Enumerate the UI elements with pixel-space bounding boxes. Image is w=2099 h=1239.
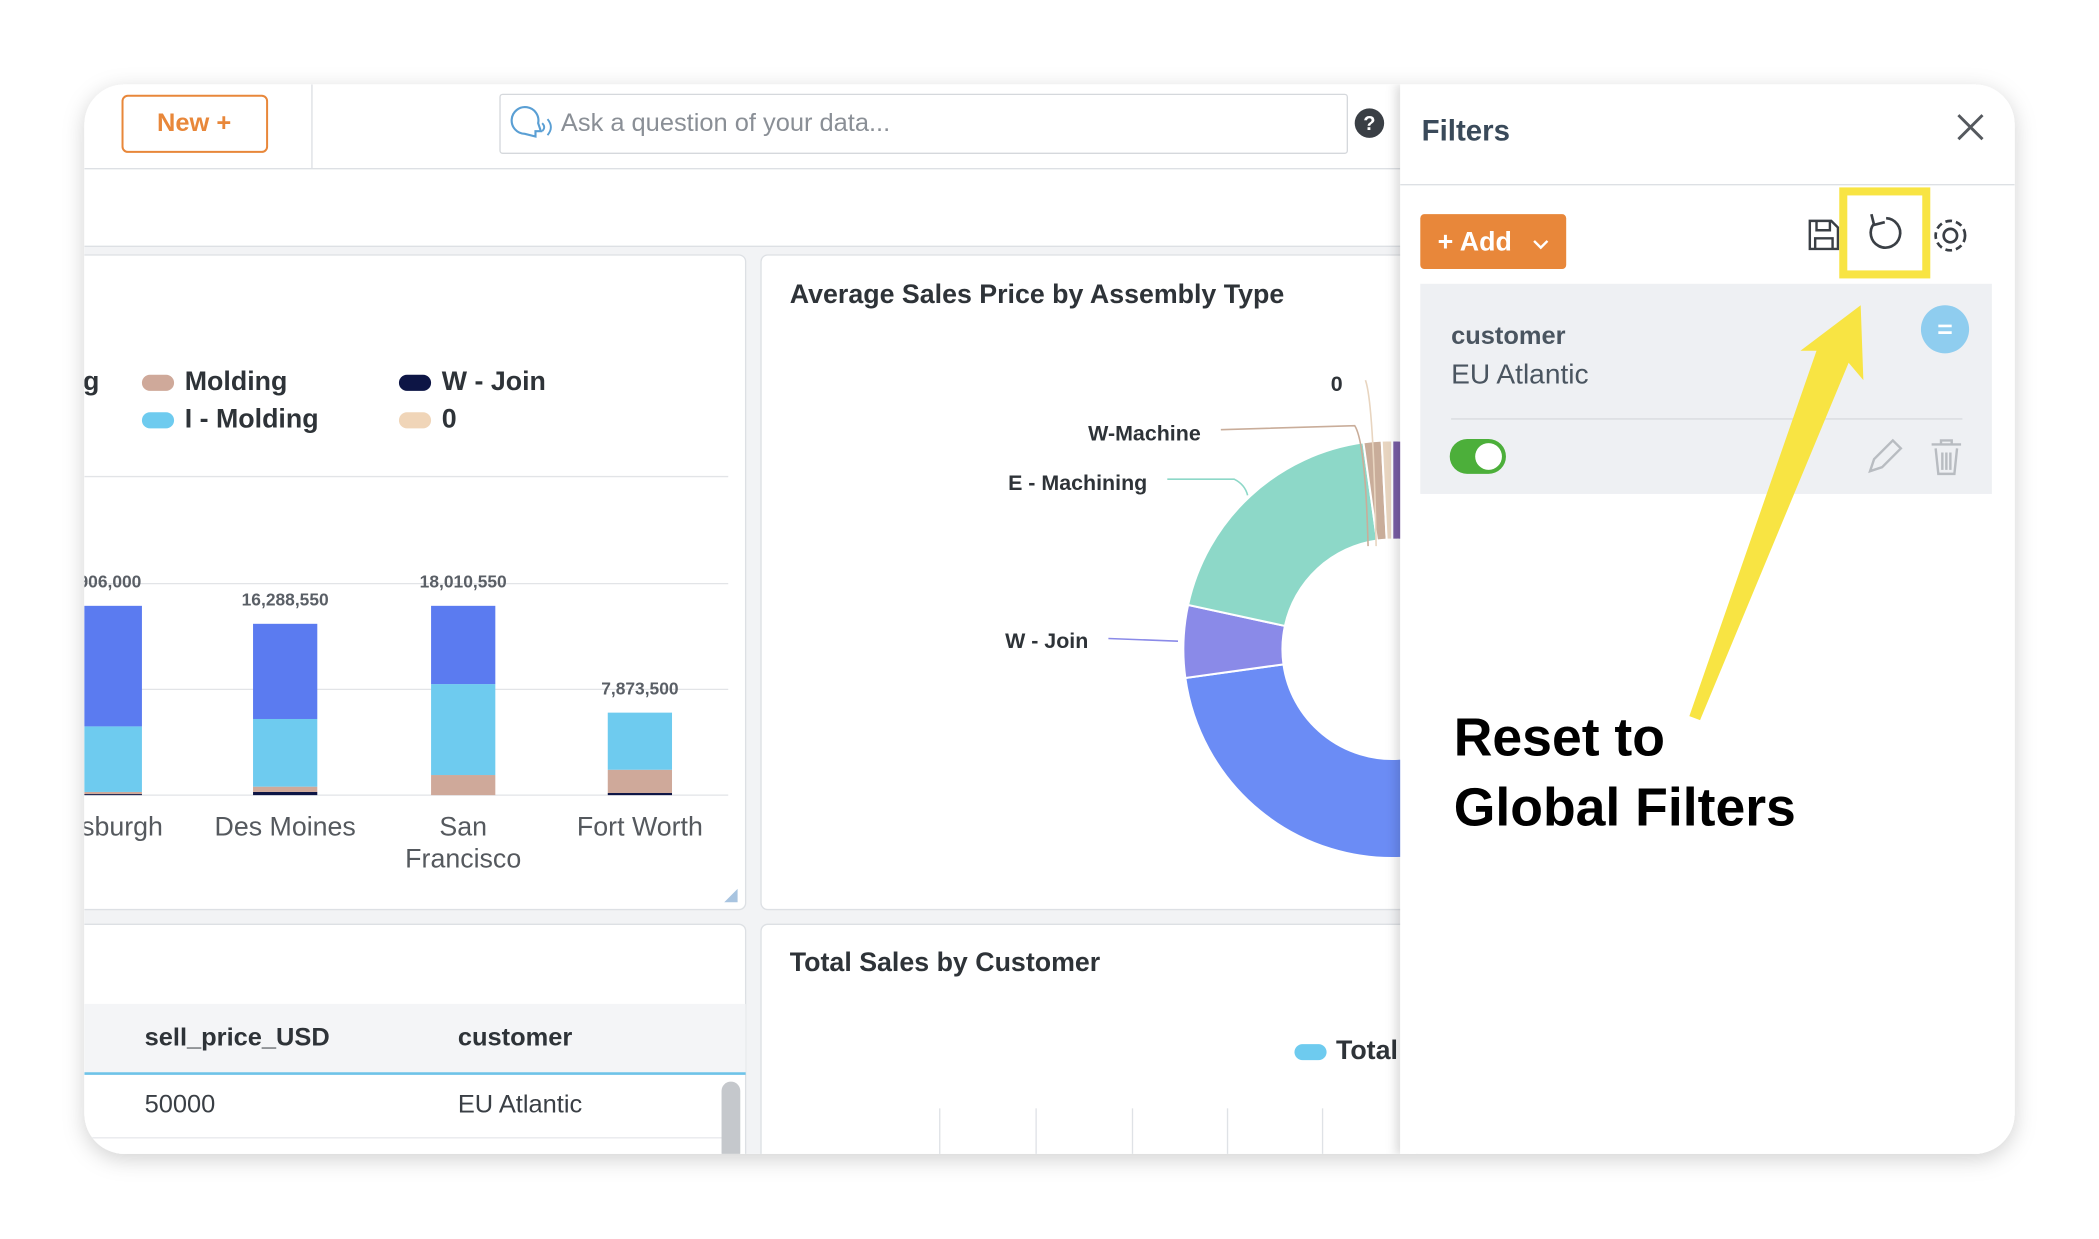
legend-label: g [83,366,99,396]
chevron [1533,240,1549,250]
bar-segment [431,684,496,776]
leader-line [1167,478,1249,496]
table-cell: 50000 [145,1090,216,1118]
bar-chart: W - Join 0 Molding I - Molding g ,906,000 tsbu… [40,366,729,874]
table-cell: EU Atlantic [458,1090,583,1118]
scrollbar[interactable] [721,1081,741,1162]
legend-label: W - Join [442,366,546,396]
add-button[interactable] [1420,214,1567,270]
x-tick-label: Fort Worth [577,812,703,842]
new-button[interactable] [121,94,269,153]
search-placeholder: Ask a question of your data... [561,109,890,137]
bar-segment [84,605,142,727]
x-tick-label: tsburgh [74,812,163,842]
new-button-label: New + [157,109,231,137]
bar-segment [607,712,673,770]
donut-slice [1186,441,1379,628]
save-icon[interactable] [1808,219,1840,251]
total-chart-title: Total Sales by Customer [790,947,1101,977]
help-icon-glyph: ? [1363,113,1375,135]
legend-label: Molding [185,366,288,396]
settings-icon-teeth [1934,219,1967,252]
x-tick-label: San Francisco [405,812,521,874]
app-content: New + Ask a question of your data... ? W… [40,84,2015,1162]
resize-handle[interactable] [724,888,738,903]
bar-segment [253,623,318,719]
column-header: sell_price_USD [145,1023,330,1051]
legend-label: 0 [442,403,457,433]
bar-segment [253,718,318,787]
bar-segment [253,791,318,796]
legend-swatch [141,412,175,429]
voice-icon [541,118,552,136]
edit-icon[interactable] [1868,438,1903,474]
slice-label: E - Machining [1008,471,1147,495]
annotation-line: Global Filters [1454,778,1796,837]
legend-swatch [1294,1044,1327,1061]
leader-line [1108,637,1179,642]
voice-icon [510,106,543,138]
legend-swatch [40,375,72,391]
slice-label: 0 [1331,372,1343,396]
annotation-arrow [1689,305,1864,721]
leader-line [1364,379,1377,547]
legend-label: Total [1336,1035,1398,1065]
bar-segment [431,605,496,685]
legend-swatch [398,412,432,429]
total-label: 16,288,550 [242,590,329,610]
reset-icon[interactable] [1869,216,1902,249]
filter-value: EU Atlantic [1451,359,1589,390]
bar-segment [431,775,496,796]
bar-segment [84,726,142,792]
bar-segment [84,794,142,796]
bar-segment [607,793,673,796]
bar-segment [607,769,673,794]
slice-label: W - Join [1005,629,1088,653]
filter-card [1420,283,1992,494]
slice-label: W-Machine [1088,422,1201,446]
leader-line [1220,424,1369,547]
annotation-line: Reset to [1454,709,1665,768]
sub-toolbar [84,168,1410,247]
donut-slice [1380,439,1394,541]
legend-swatch [398,374,432,391]
x-tick-label: Des Moines [215,812,356,842]
search-box[interactable] [499,93,1349,154]
filters-title: Filters [1422,114,1510,147]
bar-chart-card [84,254,747,911]
table: sell_price_USD customer 50000 EU Atlantic [84,1003,746,1162]
total-label: ,906,000 [74,572,142,592]
pie-title: Average Sales Price by Assembly Type [790,279,1284,309]
operator-glyph [1938,324,1952,334]
add-button-label: + Add [1438,227,1512,257]
operator-badge[interactable] [1920,305,1970,354]
legend-label: I - Molding [185,403,319,433]
bar-segment [253,786,318,792]
highlight-box [1839,187,1931,279]
total-label: 18,010,550 [420,572,507,592]
column-header: customer [458,1023,573,1051]
help-icon[interactable] [1354,108,1385,138]
bar-segment [84,791,142,795]
filter-field: customer [1451,322,1566,350]
delete-icon[interactable] [1931,439,1962,476]
toggle-knob [1475,443,1502,470]
settings-icon[interactable] [1942,227,1959,244]
total-label: 7,873,500 [601,678,678,698]
table-header [84,1003,746,1074]
total-chart: Total Sales by Customer Total [790,947,1398,1154]
close-icon[interactable] [1957,114,1984,141]
legend-swatch [141,374,175,391]
reset-icon-arrow [1870,213,1886,227]
